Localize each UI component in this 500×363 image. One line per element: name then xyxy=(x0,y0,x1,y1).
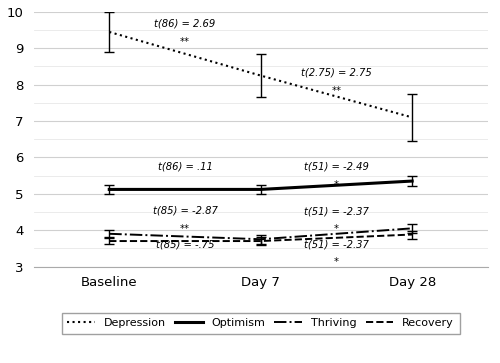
Text: **: ** xyxy=(180,224,190,234)
Text: *: * xyxy=(334,224,339,234)
Text: t(85) = -.75: t(85) = -.75 xyxy=(156,239,214,249)
Text: t(51) = -2.49: t(51) = -2.49 xyxy=(304,162,369,172)
Text: t(86) = 2.69: t(86) = 2.69 xyxy=(154,18,216,28)
Text: *: * xyxy=(334,180,339,190)
Text: t(51) = -2.37: t(51) = -2.37 xyxy=(304,206,369,216)
Text: t(2.75) = 2.75: t(2.75) = 2.75 xyxy=(301,68,372,77)
Text: **: ** xyxy=(180,37,190,48)
Text: *: * xyxy=(334,257,339,267)
Text: t(51) = -2.37: t(51) = -2.37 xyxy=(304,239,369,249)
Text: t(86) = .11: t(86) = .11 xyxy=(158,162,212,172)
Legend: Depression, Optimism, Thriving, Recovery: Depression, Optimism, Thriving, Recovery xyxy=(62,313,460,334)
Text: **: ** xyxy=(332,86,342,97)
Text: t(85) = -2.87: t(85) = -2.87 xyxy=(152,205,218,216)
